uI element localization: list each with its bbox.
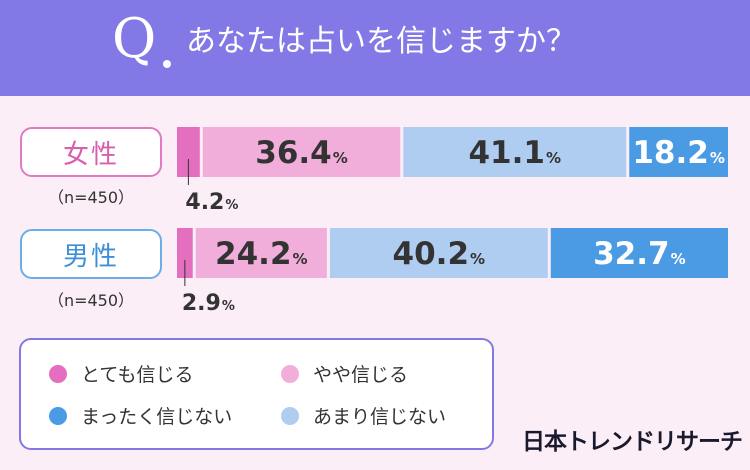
q-dot bbox=[163, 60, 171, 68]
legend: とても信じる やや信じる まったく信じない あまり信じない bbox=[19, 338, 494, 450]
stacked-bar-chart: 4.2% 36.4% 41.1% 18.2% 2.9% 24.2% 40.2% 32.7% bbox=[177, 127, 728, 316]
bar-segment bbox=[550, 228, 728, 278]
data-label: 36.4% bbox=[255, 135, 348, 171]
data-label: 18.2% bbox=[632, 135, 725, 171]
legend-swatch bbox=[281, 406, 299, 425]
data-label: 2.9% bbox=[182, 291, 235, 316]
logo-nihon-trend-research: 日本トレンドリサーチ bbox=[522, 429, 743, 455]
sample-size-male: （n=450） bbox=[47, 291, 135, 310]
legend-label: やや信じる bbox=[313, 364, 409, 386]
bar-segment bbox=[202, 127, 401, 177]
sample-size-female: （n=450） bbox=[47, 188, 135, 207]
data-label: 40.2% bbox=[393, 236, 486, 272]
legend-item-very-believe: とても信じる bbox=[49, 360, 193, 387]
data-label: 32.7% bbox=[593, 236, 686, 272]
data-label: 4.2% bbox=[185, 190, 238, 215]
question-title: あなたは占いを信じますか？ bbox=[186, 24, 576, 59]
bar-segment bbox=[403, 127, 627, 177]
legend-label: あまり信じない bbox=[313, 406, 447, 428]
bar-segment bbox=[329, 228, 548, 278]
group-label-female: 女性 bbox=[20, 127, 162, 177]
legend-item-not-at-all: まったく信じない bbox=[49, 402, 232, 429]
legend-label: まったく信じない bbox=[81, 406, 233, 428]
legend-swatch bbox=[281, 364, 299, 383]
q-letter: Q bbox=[112, 7, 157, 70]
bar-segment bbox=[195, 228, 327, 278]
data-label: 24.2% bbox=[215, 236, 308, 272]
legend-item-not-much: あまり信じない bbox=[281, 402, 446, 429]
legend-item-somewhat-believe: やや信じる bbox=[281, 360, 408, 387]
legend-swatch bbox=[49, 406, 67, 425]
bar-segment bbox=[177, 127, 200, 177]
header-banner: Q あなたは占いを信じますか？ bbox=[0, 0, 750, 96]
bar-segment bbox=[629, 127, 728, 177]
legend-swatch bbox=[49, 364, 67, 383]
group-label-male: 男性 bbox=[20, 229, 162, 279]
bar-segment bbox=[177, 228, 193, 278]
data-label: 41.1% bbox=[468, 135, 561, 171]
legend-label: とても信じる bbox=[81, 364, 194, 386]
